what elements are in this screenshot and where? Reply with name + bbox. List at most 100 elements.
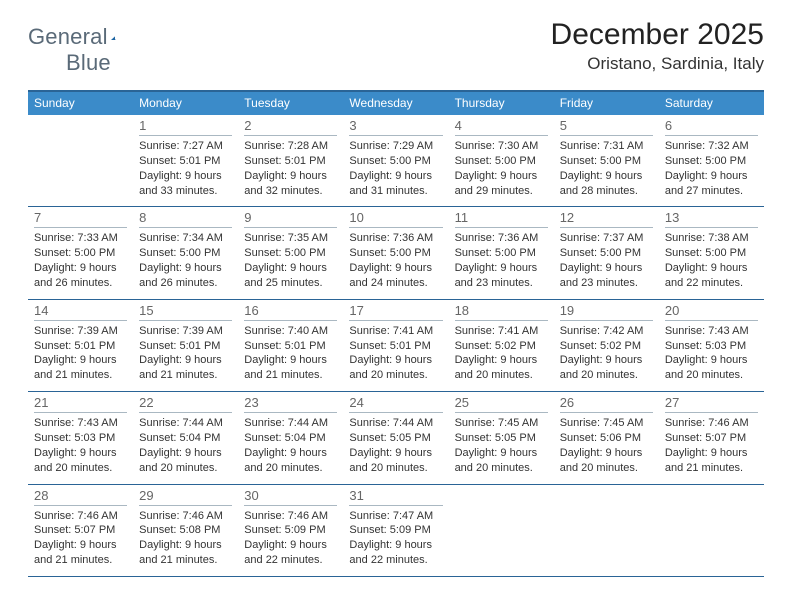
day-number: 21 <box>34 395 127 413</box>
day-number: 8 <box>139 210 232 228</box>
weekday-header: Friday <box>554 92 659 115</box>
day-cell: 4 Sunrise: 7:30 AMSunset: 5:00 PMDaylight… <box>449 115 554 206</box>
day-number: 25 <box>455 395 548 413</box>
day-number: 19 <box>560 303 653 321</box>
day-cell: 9 Sunrise: 7:35 AMSunset: 5:00 PMDaylight… <box>238 207 343 298</box>
day-cell: 19Sunrise: 7:42 AMSunset: 5:02 PMDayligh… <box>554 300 659 391</box>
day-cell: 10Sunrise: 7:36 AMSunset: 5:00 PMDayligh… <box>343 207 448 298</box>
day-number: 17 <box>349 303 442 321</box>
day-number: 23 <box>244 395 337 413</box>
day-info: Sunrise: 7:44 AMSunset: 5:05 PMDaylight:… <box>349 416 442 475</box>
sunrise-text: Sunrise: 7:30 AM <box>455 139 548 154</box>
day-info: Sunrise: 7:28 AMSunset: 5:01 PMDaylight:… <box>244 139 337 198</box>
day-info: Sunrise: 7:39 AMSunset: 5:01 PMDaylight:… <box>34 324 127 383</box>
day-number: 31 <box>349 488 442 506</box>
day-number: 28 <box>34 488 127 506</box>
daylight-text: Daylight: 9 hours and 22 minutes. <box>244 538 337 568</box>
day-cell: 2Sunrise: 7:28 AMSunset: 5:01 PMDaylight… <box>238 115 343 206</box>
day-info: Sunrise: 7:29 AMSunset: 5:00 PMDaylight:… <box>349 139 442 198</box>
daylight-text: Daylight: 9 hours and 31 minutes. <box>349 169 442 199</box>
day-cell: 13Sunrise: 7:38 AMSunset: 5:00 PMDayligh… <box>659 207 764 298</box>
day-info: Sunrise: 7:44 AMSunset: 5:04 PMDaylight:… <box>244 416 337 475</box>
sunrise-text: Sunrise: 7:41 AM <box>349 324 442 339</box>
day-number: 11 <box>455 210 548 228</box>
month-title: December 2025 <box>551 18 764 52</box>
sunrise-text: Sunrise: 7:47 AM <box>349 509 442 524</box>
day-cell: 20Sunrise: 7:43 AMSunset: 5:03 PMDayligh… <box>659 300 764 391</box>
sunrise-text: Sunrise: 7:46 AM <box>244 509 337 524</box>
weekday-header: Sunday <box>28 92 133 115</box>
day-info: Sunrise: 7:30 AMSunset: 5:00 PMDaylight:… <box>455 139 548 198</box>
sunrise-text: Sunrise: 7:35 AM <box>244 231 337 246</box>
day-cell: 31 Sunrise: 7:47 AMSunset: 5:09 PMDayligh… <box>343 485 448 576</box>
sunrise-text: Sunrise: 7:44 AM <box>349 416 442 431</box>
sunset-text: Sunset: 5:05 PM <box>349 431 442 446</box>
day-info: Sunrise: 7:37 AMSunset: 5:00 PMDaylight:… <box>560 231 653 290</box>
daylight-text: Daylight: 9 hours and 20 minutes. <box>139 446 232 476</box>
sunset-text: Sunset: 5:01 PM <box>34 339 127 354</box>
daylight-text: Daylight: 9 hours and 22 minutes. <box>349 538 442 568</box>
day-number: 6 <box>665 118 758 136</box>
sunrise-text: Sunrise: 7:43 AM <box>665 324 758 339</box>
sunset-text: Sunset: 5:03 PM <box>34 431 127 446</box>
daylight-text: Daylight: 9 hours and 20 minutes. <box>349 353 442 383</box>
day-cell: 15Sunrise: 7:39 AMSunset: 5:01 PMDayligh… <box>133 300 238 391</box>
weekday-header: Monday <box>133 92 238 115</box>
day-info: Sunrise: 7:41 AMSunset: 5:01 PMDaylight:… <box>349 324 442 383</box>
daylight-text: Daylight: 9 hours and 27 minutes. <box>665 169 758 199</box>
daylight-text: Daylight: 9 hours and 29 minutes. <box>455 169 548 199</box>
sunset-text: Sunset: 5:00 PM <box>244 246 337 261</box>
day-number: 14 <box>34 303 127 321</box>
day-info: Sunrise: 7:32 AMSunset: 5:00 PMDaylight:… <box>665 139 758 198</box>
day-number: 9 <box>244 210 337 228</box>
day-cell <box>28 115 133 206</box>
day-number: 16 <box>244 303 337 321</box>
week-row: 14 Sunrise: 7:39 AMSunset: 5:01 PMDayligh… <box>28 300 764 392</box>
sunrise-text: Sunrise: 7:29 AM <box>349 139 442 154</box>
sunrise-text: Sunrise: 7:28 AM <box>244 139 337 154</box>
daylight-text: Daylight: 9 hours and 21 minutes. <box>34 538 127 568</box>
daylight-text: Daylight: 9 hours and 26 minutes. <box>34 261 127 291</box>
sunset-text: Sunset: 5:09 PM <box>349 523 442 538</box>
day-cell <box>659 485 764 576</box>
sunset-text: Sunset: 5:06 PM <box>560 431 653 446</box>
daylight-text: Daylight: 9 hours and 20 minutes. <box>560 353 653 383</box>
day-cell: 28Sunrise: 7:46 AMSunset: 5:07 PMDayligh… <box>28 485 133 576</box>
sail-icon <box>111 28 117 48</box>
day-number: 12 <box>560 210 653 228</box>
sunset-text: Sunset: 5:01 PM <box>349 339 442 354</box>
day-cell: 21 Sunrise: 7:43 AMSunset: 5:03 PMDayligh… <box>28 392 133 483</box>
weekday-header-row: Sunday Monday Tuesday Wednesday Thursday… <box>28 92 764 115</box>
day-number: 1 <box>139 118 232 136</box>
sunrise-text: Sunrise: 7:34 AM <box>139 231 232 246</box>
sunset-text: Sunset: 5:02 PM <box>455 339 548 354</box>
day-info: Sunrise: 7:27 AMSunset: 5:01 PMDaylight:… <box>139 139 232 198</box>
weekday-header: Wednesday <box>343 92 448 115</box>
sunset-text: Sunset: 5:08 PM <box>139 523 232 538</box>
day-info: Sunrise: 7:43 AMSunset: 5:03 PMDaylight:… <box>34 416 127 475</box>
sunset-text: Sunset: 5:05 PM <box>455 431 548 446</box>
day-info: Sunrise: 7:38 AMSunset: 5:00 PMDaylight:… <box>665 231 758 290</box>
daylight-text: Daylight: 9 hours and 23 minutes. <box>455 261 548 291</box>
sunrise-text: Sunrise: 7:38 AM <box>665 231 758 246</box>
sunset-text: Sunset: 5:01 PM <box>244 339 337 354</box>
daylight-text: Daylight: 9 hours and 21 minutes. <box>244 353 337 383</box>
sunrise-text: Sunrise: 7:46 AM <box>665 416 758 431</box>
day-info: Sunrise: 7:36 AMSunset: 5:00 PMDaylight:… <box>349 231 442 290</box>
day-cell: 22Sunrise: 7:44 AMSunset: 5:04 PMDayligh… <box>133 392 238 483</box>
sunrise-text: Sunrise: 7:44 AM <box>139 416 232 431</box>
sunset-text: Sunset: 5:00 PM <box>560 246 653 261</box>
day-cell: 16Sunrise: 7:40 AMSunset: 5:01 PMDayligh… <box>238 300 343 391</box>
daylight-text: Daylight: 9 hours and 20 minutes. <box>560 446 653 476</box>
day-number: 27 <box>665 395 758 413</box>
day-cell: 25Sunrise: 7:45 AMSunset: 5:05 PMDayligh… <box>449 392 554 483</box>
daylight-text: Daylight: 9 hours and 24 minutes. <box>349 261 442 291</box>
day-cell: 27Sunrise: 7:46 AMSunset: 5:07 PMDayligh… <box>659 392 764 483</box>
daylight-text: Daylight: 9 hours and 20 minutes. <box>34 446 127 476</box>
day-cell: 17 Sunrise: 7:41 AMSunset: 5:01 PMDayligh… <box>343 300 448 391</box>
day-info: Sunrise: 7:35 AMSunset: 5:00 PMDaylight:… <box>244 231 337 290</box>
day-number: 4 <box>455 118 548 136</box>
day-info: Sunrise: 7:46 AMSunset: 5:08 PMDaylight:… <box>139 509 232 568</box>
day-info: Sunrise: 7:36 AMSunset: 5:00 PMDaylight:… <box>455 231 548 290</box>
day-cell: 23 Sunrise: 7:44 AMSunset: 5:04 PMDayligh… <box>238 392 343 483</box>
